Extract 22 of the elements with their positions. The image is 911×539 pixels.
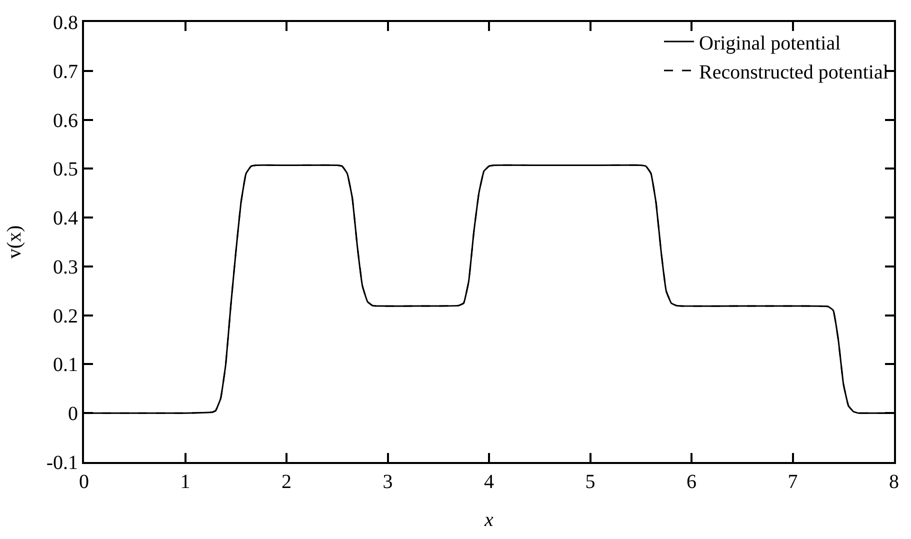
- x-tick-label: 1: [180, 471, 190, 493]
- x-tick-label: 3: [382, 471, 393, 493]
- y-tick-label: 0.8: [53, 12, 78, 34]
- x-tick-label: 8: [889, 471, 899, 493]
- legend-label: Reconstructed potential: [699, 61, 889, 84]
- y-tick-label: 0.4: [53, 208, 78, 230]
- y-tick-label: -0.1: [46, 452, 78, 474]
- x-tick-label: 5: [585, 471, 596, 493]
- x-tick-label: 7: [788, 471, 798, 493]
- x-tick-label: 4: [484, 471, 494, 493]
- y-tick-label: 0.6: [53, 110, 78, 132]
- x-axis-title: x: [484, 509, 494, 531]
- y-tick-label: 0: [68, 403, 78, 426]
- x-tick-label: 2: [282, 471, 292, 493]
- y-tick-label: 0.2: [53, 305, 78, 328]
- x-tick-label: 6: [686, 471, 696, 493]
- legend-label: Original potential: [699, 32, 842, 54]
- y-tick-label: 0.5: [53, 158, 78, 181]
- y-tick-label: 0.7: [53, 60, 78, 83]
- y-axis-title: v(x): [3, 225, 26, 259]
- y-tick-label: 0.3: [53, 256, 78, 278]
- y-tick-label: 0.1: [53, 354, 78, 376]
